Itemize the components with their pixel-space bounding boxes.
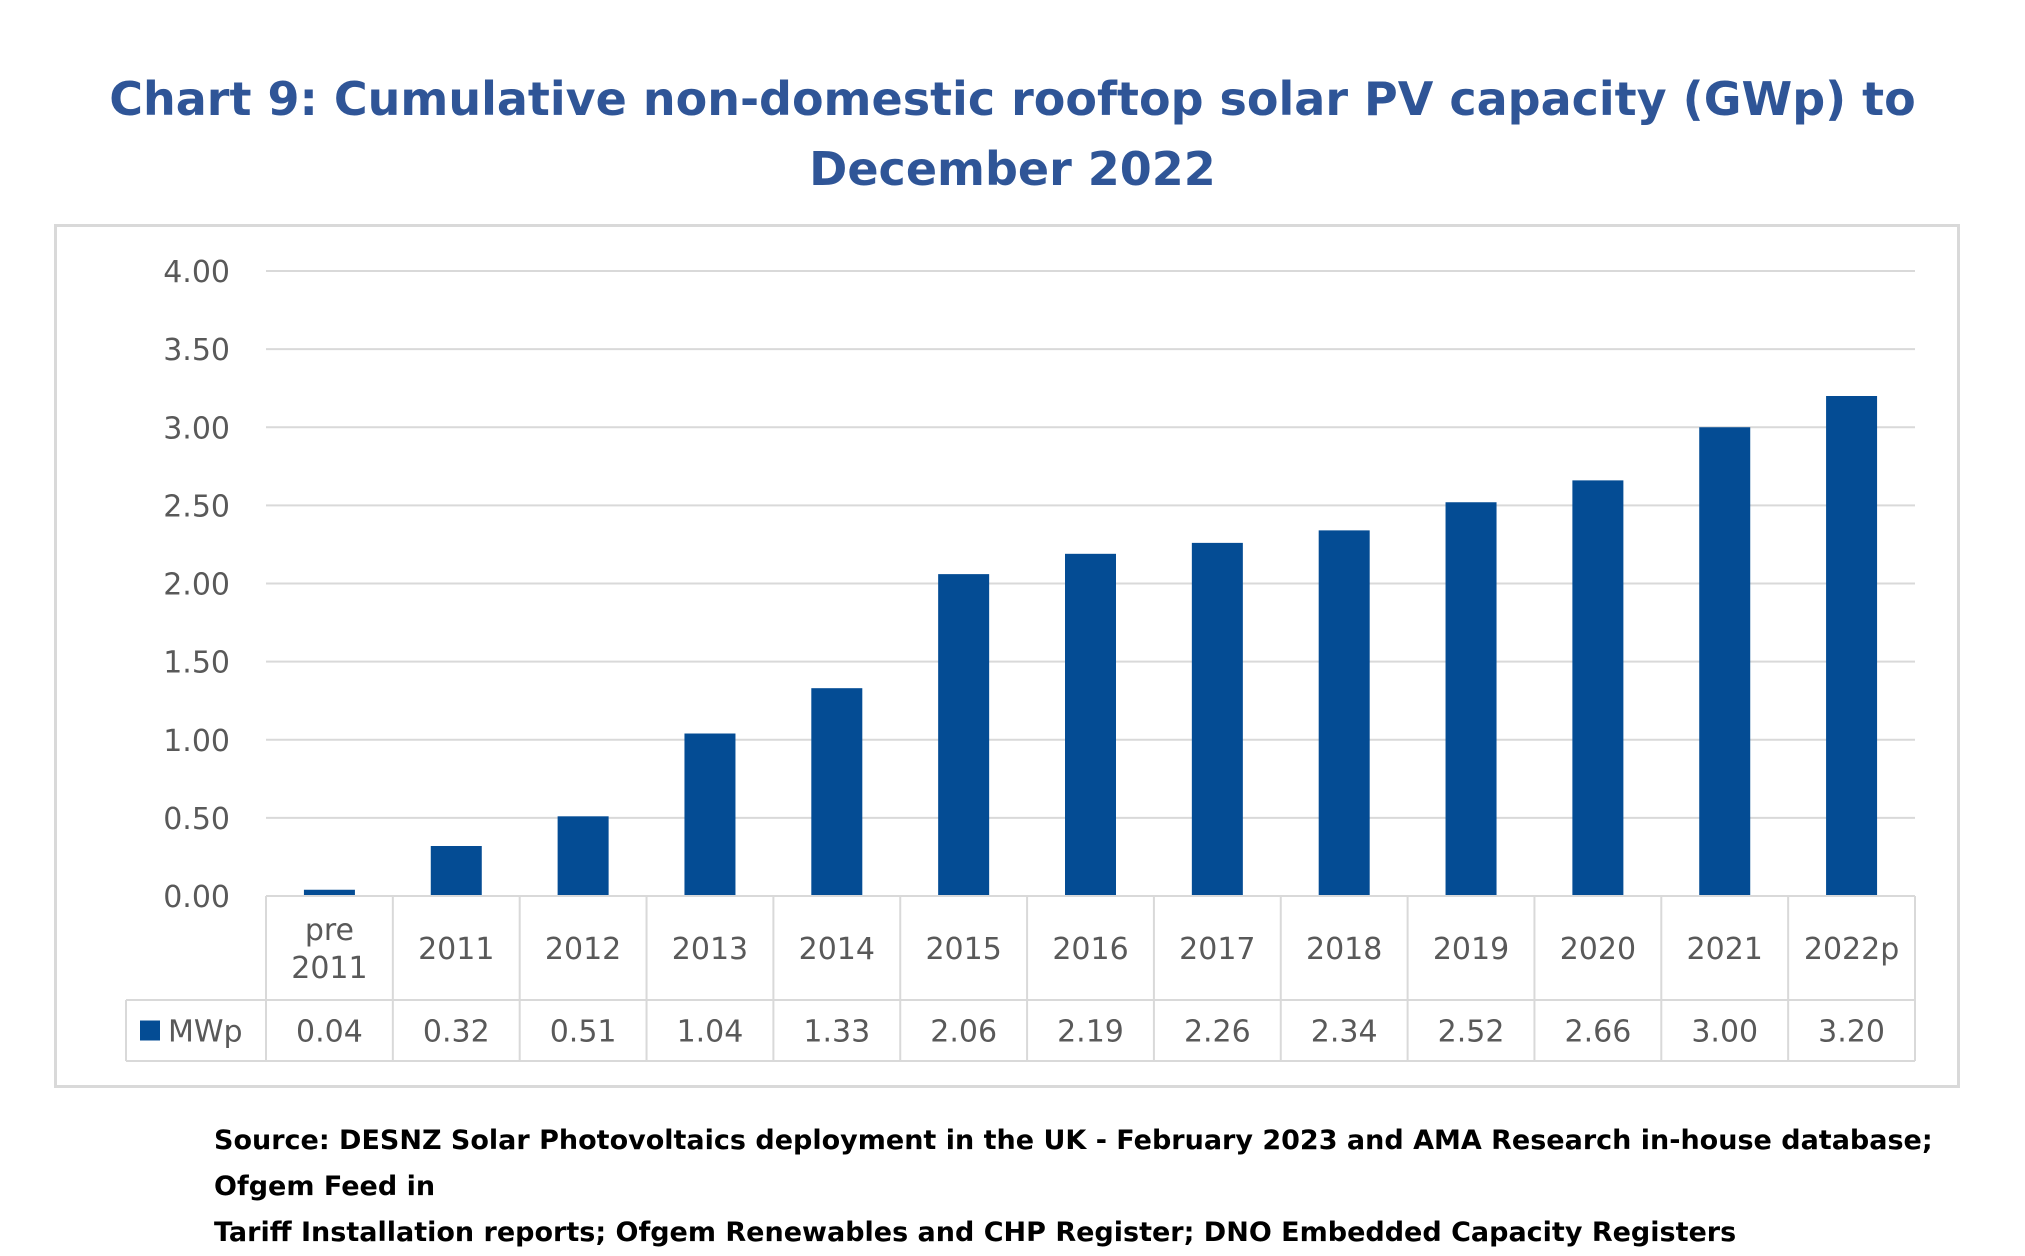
bar bbox=[303, 889, 355, 896]
bar bbox=[938, 574, 990, 896]
bar bbox=[1445, 502, 1497, 896]
chart-title-line-1: Chart 9: Cumulative non-domestic rooftop… bbox=[109, 72, 1916, 126]
chart-frame bbox=[54, 224, 1960, 1088]
bar bbox=[1318, 530, 1370, 896]
x-tick-label: 2013 bbox=[672, 932, 748, 967]
bar bbox=[557, 816, 609, 896]
data-label: 1.04 bbox=[677, 1015, 744, 1050]
x-tick-label: 2019 bbox=[1433, 932, 1509, 967]
chart-title: Chart 9: Cumulative non-domestic rooftop… bbox=[0, 64, 2025, 204]
y-tick-label: 2.50 bbox=[163, 489, 230, 524]
x-tick-label: pre bbox=[305, 913, 354, 948]
x-tick-label: 2011 bbox=[418, 932, 494, 967]
x-tick-label: 2011 bbox=[291, 951, 367, 986]
data-label: 2.34 bbox=[1311, 1015, 1378, 1050]
data-label: 0.32 bbox=[423, 1015, 490, 1050]
bar bbox=[1065, 553, 1116, 896]
y-tick-label: 1.00 bbox=[163, 724, 230, 759]
data-label: 3.00 bbox=[1691, 1015, 1758, 1050]
y-tick-label: 0.00 bbox=[163, 880, 230, 915]
bar bbox=[1572, 480, 1624, 896]
y-tick-label: 3.00 bbox=[163, 411, 230, 446]
x-tick-label: 2020 bbox=[1560, 932, 1636, 967]
source-note: Source: DESNZ Solar Photovoltaics deploy… bbox=[214, 1118, 2004, 1256]
data-label: 2.52 bbox=[1438, 1015, 1505, 1050]
bar bbox=[1826, 396, 1878, 896]
data-label: 2.66 bbox=[1564, 1015, 1631, 1050]
x-tick-label: 2018 bbox=[1306, 932, 1382, 967]
y-tick-label: 4.00 bbox=[163, 255, 230, 290]
data-label: 3.20 bbox=[1818, 1015, 1885, 1050]
data-label: 2.19 bbox=[1057, 1015, 1124, 1050]
y-tick-label: 1.50 bbox=[163, 646, 230, 681]
x-tick-label: 2022p bbox=[1804, 932, 1899, 967]
bar bbox=[811, 688, 863, 896]
x-tick-label: 2016 bbox=[1052, 932, 1128, 967]
x-tick-label: 2014 bbox=[799, 932, 875, 967]
x-tick-label: 2021 bbox=[1687, 932, 1763, 967]
x-tick-label: 2017 bbox=[1179, 932, 1255, 967]
source-line-2: Tariff Installation reports; Ofgem Renew… bbox=[214, 1217, 1737, 1248]
x-tick-label: 2012 bbox=[545, 932, 621, 967]
data-label: 0.51 bbox=[550, 1015, 617, 1050]
x-tick-label: 2015 bbox=[925, 932, 1001, 967]
legend-label: MWp bbox=[168, 1015, 243, 1050]
chart-title-line-2: December 2022 bbox=[809, 142, 1216, 196]
y-tick-label: 0.50 bbox=[163, 802, 230, 837]
data-label: 1.33 bbox=[803, 1015, 870, 1050]
data-label: 2.06 bbox=[930, 1015, 997, 1050]
bar bbox=[430, 846, 482, 896]
source-line-1: Source: DESNZ Solar Photovoltaics deploy… bbox=[214, 1125, 1933, 1202]
y-tick-label: 3.50 bbox=[163, 333, 230, 368]
data-label: 2.26 bbox=[1184, 1015, 1251, 1050]
bar bbox=[1699, 427, 1751, 896]
bar bbox=[1191, 542, 1243, 896]
data-label: 0.04 bbox=[296, 1015, 363, 1050]
y-tick-label: 2.00 bbox=[163, 568, 230, 603]
bar bbox=[684, 733, 736, 896]
legend-swatch bbox=[140, 1020, 160, 1041]
